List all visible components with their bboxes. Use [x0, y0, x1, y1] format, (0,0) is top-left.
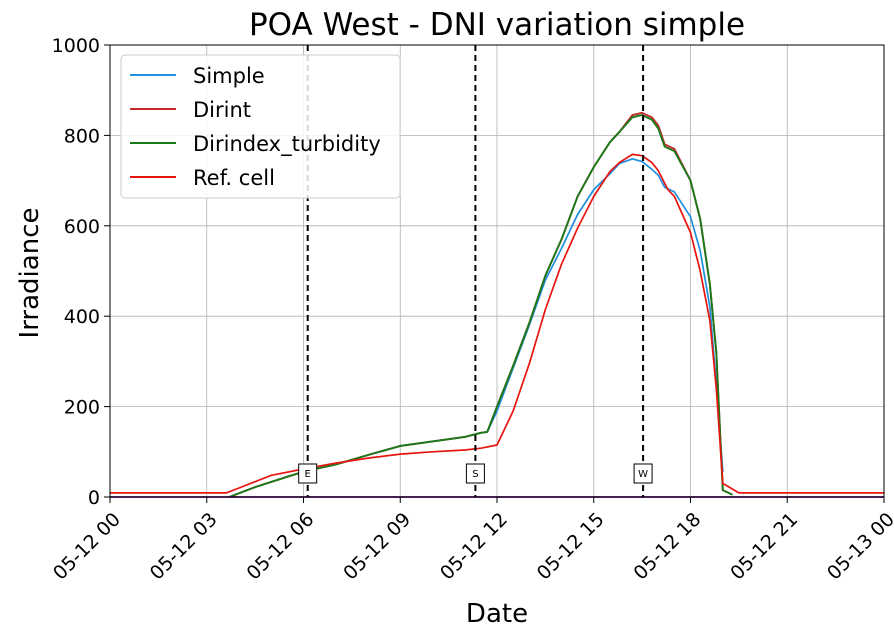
y-tick-label: 200	[64, 397, 100, 419]
legend-label: Simple	[193, 64, 265, 88]
legend-label: Dirint	[193, 98, 251, 122]
marker-box	[633, 463, 653, 484]
marker-label: W	[638, 469, 648, 480]
y-tick-label: 600	[64, 216, 100, 238]
y-axis: 0 200 400 600 800 1000	[52, 35, 110, 509]
y-tick-label: 400	[64, 306, 100, 328]
y-axis-label: Irradiance	[15, 208, 45, 339]
legend-box	[120, 54, 401, 199]
marker-box	[465, 463, 485, 484]
x-axis-label: Date	[466, 599, 528, 629]
legend: Simple Dirint Dirindex_turbidity Ref. cell	[120, 54, 401, 199]
marker-label: E	[305, 469, 311, 480]
series-line-ref-cell	[110, 153, 884, 494]
y-tick-label: 1000	[52, 35, 100, 57]
series-line-dirindex-turbidity	[228, 114, 733, 498]
chart-title: POA West - DNI variation simple	[249, 7, 745, 43]
legend-label: Ref. cell	[193, 166, 275, 190]
legend-label: Dirindex_turbidity	[193, 132, 381, 157]
marker-label: S	[472, 469, 478, 480]
marker-box	[298, 463, 318, 484]
y-tick-label: 0	[88, 487, 100, 509]
y-tick-label: 800	[64, 125, 100, 147]
